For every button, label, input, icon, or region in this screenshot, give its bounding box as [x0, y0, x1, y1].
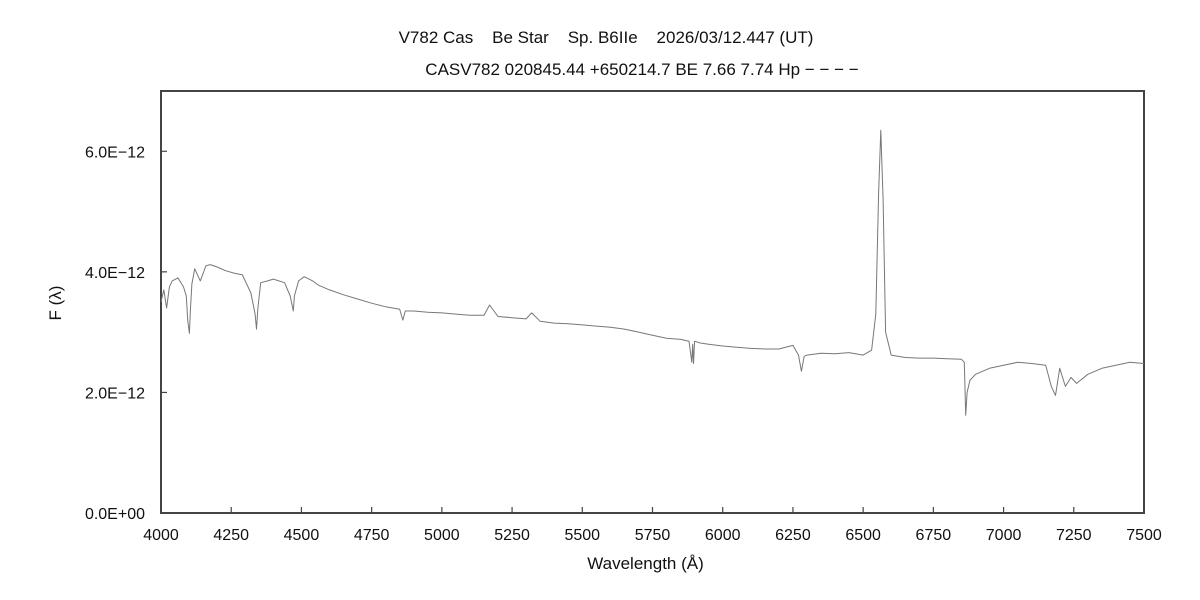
y-tick-label: 6.0E−12 [85, 144, 145, 161]
spectrum-line [160, 129, 1145, 416]
x-tick-label: 4500 [284, 527, 320, 544]
y-axis-label: F (λ) [46, 286, 65, 321]
y-tick-label: 2.0E−12 [85, 385, 145, 402]
x-tick-label: 7250 [1056, 527, 1092, 544]
plot-frame [160, 90, 1145, 514]
x-tick-label: 7500 [1126, 527, 1162, 544]
x-tick-label: 6500 [845, 527, 881, 544]
x-tick-label: 6250 [775, 527, 811, 544]
chart-title: V782 Cas Be Star Sp. B6IIe 2026/03/12.44… [398, 28, 814, 47]
x-tick-label: 6750 [916, 527, 952, 544]
x-tick-label: 4250 [213, 527, 249, 544]
x-tick-label: 5250 [494, 527, 530, 544]
x-tick-label: 4750 [354, 527, 390, 544]
y-tick-label: 4.0E−12 [85, 265, 145, 282]
y-tick-label: 0.0E+00 [85, 506, 145, 523]
x-tick-label: 7000 [986, 527, 1022, 544]
x-tick-label: 5000 [424, 527, 460, 544]
spectrum-line-group [160, 129, 1145, 416]
x-axis-label: Wavelength (Å) [587, 554, 704, 573]
x-tick-label: 5750 [635, 527, 671, 544]
chart-subtitle: CASV782 020845.44 +650214.7 BE 7.66 7.74… [425, 60, 859, 79]
axis-ticks: 4000 4250 4500 4750 5000 5250 5500 5750 6000 6250… [85, 144, 1162, 544]
x-tick-label: 5500 [564, 527, 600, 544]
x-tick-label: 4000 [143, 527, 179, 544]
x-tick-label: 6000 [705, 527, 741, 544]
